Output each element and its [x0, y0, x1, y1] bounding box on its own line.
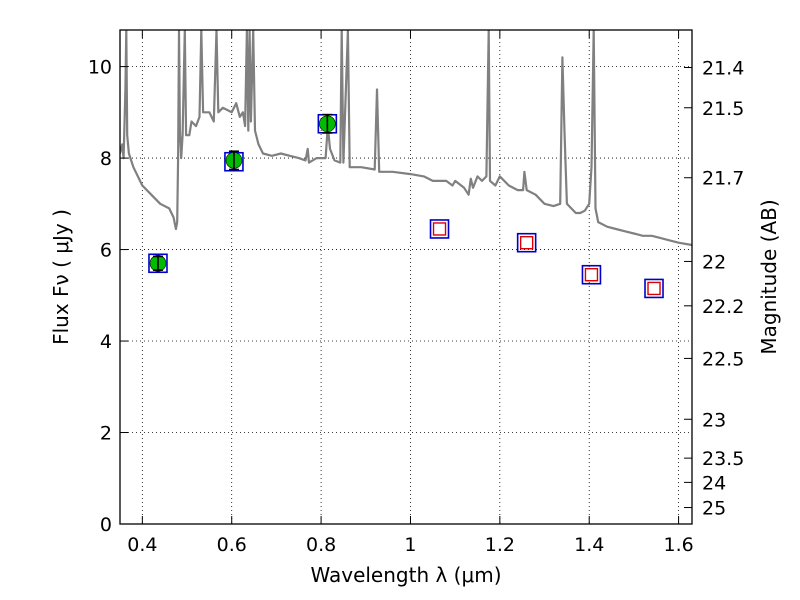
y-tick-label: 8 [100, 148, 112, 170]
model-box-marker [148, 253, 168, 274]
x-tick-label: 0.6 [217, 534, 247, 556]
model-box-marker [516, 232, 537, 253]
x-tick-label: 1.2 [485, 534, 515, 556]
x-axis-label: Wavelength λ (μm) [310, 563, 501, 587]
magnitude-tick-label: 22.5 [702, 348, 744, 370]
magnitude-axis: 21.4 21.5 21.7 22 22.2 22.5 23 23.524 25 [684, 58, 744, 520]
y-tick-label: 0 [100, 514, 112, 536]
model-box-marker [429, 219, 450, 239]
magnitude-tick-label: 23 [702, 409, 726, 431]
observed-points [149, 113, 336, 272]
magnitude-tick-label: 23.5 [702, 448, 744, 470]
x-tick-label: 0.4 [127, 534, 157, 556]
y-tick-label: 6 [100, 240, 112, 262]
y-axis: 0 2 4 6 8 10 [88, 57, 128, 536]
predicted-marker [584, 268, 599, 282]
plot-area [120, 30, 692, 299]
x-tick-label: 0.8 [306, 534, 336, 556]
x-tick-label: 1 [404, 534, 416, 556]
y-tick-label: 2 [100, 423, 112, 445]
plot-frame [119, 29, 693, 525]
model-spectrum-line [120, 30, 692, 247]
model-box-marker [644, 278, 664, 299]
magnitude-tick-label: 25 [702, 498, 726, 520]
x-axis: 0.4 0.6 0.8 1 1.2 1.4 1.6 [127, 30, 694, 556]
plot-background [120, 30, 692, 524]
y-tick-label: 4 [100, 331, 112, 353]
magnitude-tick-label: 22.2 [702, 296, 744, 318]
y-tick-label: 10 [88, 57, 112, 79]
x-tick-label: 1.6 [663, 534, 693, 556]
predicted-points [432, 222, 661, 296]
magnitude-axis-label: Magnitude (AB) [757, 199, 781, 354]
predicted-marker [432, 222, 447, 236]
x-tick-label: 1.4 [574, 534, 604, 556]
magnitude-tick-label: 21.4 [702, 58, 744, 80]
y-axis-label: Flux Fν ( μJy ) [49, 209, 73, 345]
magnitude-tick-label: 24 [702, 472, 726, 494]
magnitude-tick-label: 21.7 [702, 168, 744, 190]
magnitude-tick-label: 21.5 [702, 98, 744, 120]
magnitude-tick-label: 22 [702, 251, 726, 273]
predicted-marker [647, 281, 661, 296]
predicted-marker [519, 235, 534, 250]
model-box-marker [581, 264, 602, 285]
